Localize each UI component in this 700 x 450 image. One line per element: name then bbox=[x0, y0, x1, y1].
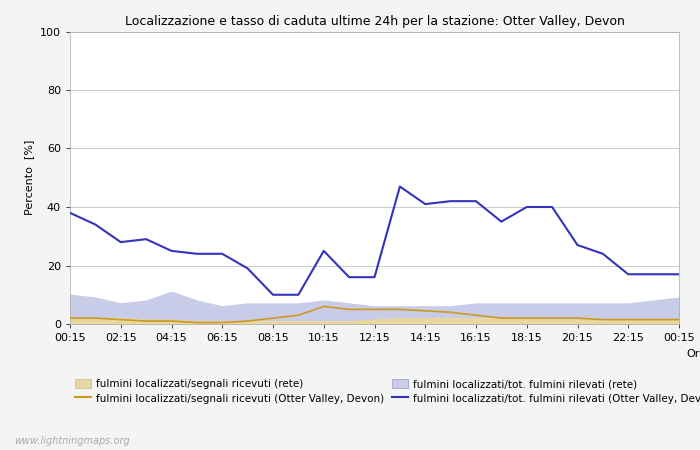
Text: www.lightningmaps.org: www.lightningmaps.org bbox=[14, 436, 130, 446]
Text: Orario: Orario bbox=[686, 349, 700, 359]
Legend: fulmini localizzati/segnali ricevuti (rete), fulmini localizzati/segnali ricevut: fulmini localizzati/segnali ricevuti (re… bbox=[75, 379, 700, 404]
Title: Localizzazione e tasso di caduta ultime 24h per la stazione: Otter Valley, Devon: Localizzazione e tasso di caduta ultime … bbox=[125, 14, 624, 27]
Y-axis label: Percento  [%]: Percento [%] bbox=[25, 140, 34, 216]
